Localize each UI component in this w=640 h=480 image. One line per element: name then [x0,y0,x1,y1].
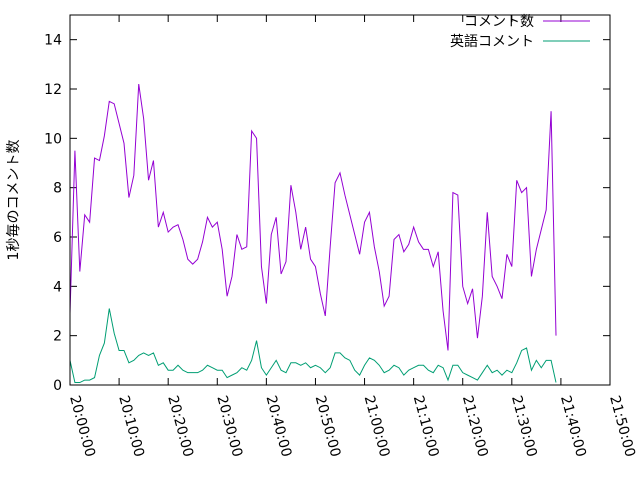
series-line-2 [69,308,557,384]
series-line-1 [69,83,557,351]
y-tick-label: 4 [53,279,62,295]
legend-label: 英語コメント [450,33,534,50]
y-tick-label: 14 [44,33,62,49]
plot-frame [69,14,611,386]
y-tick-label: 2 [53,329,62,345]
series-layer [69,83,557,384]
legend-label: コメント数 [464,14,534,30]
y-tick-label: 8 [53,181,62,197]
y-axis-label: 1秒毎のコメント数 [6,140,22,261]
y-tick-label: 12 [44,82,62,98]
y-tick-label: 10 [44,131,62,147]
y-tick-label: 0 [53,378,62,394]
y-tick-label: 6 [53,230,62,246]
